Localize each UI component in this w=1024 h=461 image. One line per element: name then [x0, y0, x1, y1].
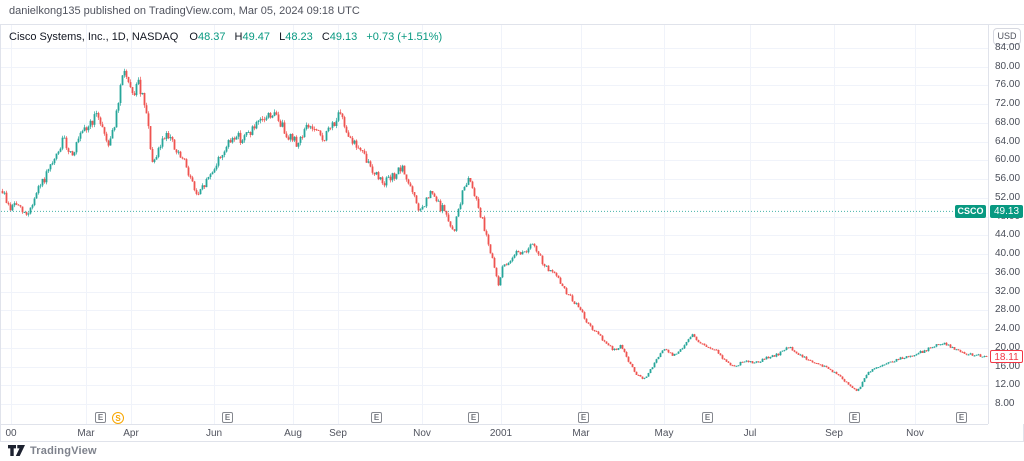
price-axis-label: 8.00: [995, 397, 1015, 409]
price-axis-label: 12.00: [995, 379, 1021, 391]
close-label: C: [321, 31, 330, 43]
price-axis-label: 76.00: [995, 79, 1021, 91]
split-badge[interactable]: S: [112, 412, 124, 424]
earnings-badge[interactable]: E: [956, 412, 967, 423]
chart-plot-area[interactable]: Cisco Systems, Inc., 1D, NASDAQ O48.37 H…: [1, 25, 988, 424]
time-axis-label: Mar: [77, 428, 95, 439]
price-axis-label: 60.00: [995, 154, 1021, 166]
earnings-badge[interactable]: E: [468, 412, 479, 423]
earnings-badge[interactable]: E: [95, 412, 106, 423]
published-price-label: 49.13: [990, 204, 1023, 218]
price-axis-label: 24.00: [995, 323, 1021, 335]
earnings-badge[interactable]: E: [371, 412, 382, 423]
high-label: H: [234, 31, 243, 43]
open-value: 48.37: [197, 31, 226, 43]
currency-button[interactable]: USD: [993, 28, 1021, 45]
price-axis-label: 72.00: [995, 98, 1021, 110]
published-header: danielkong135 published on TradingView.c…: [0, 0, 1024, 24]
price-axis-label: 68.00: [995, 116, 1021, 128]
time-axis[interactable]: 00 Mar Apr Jun Aug Sep Nov 2001 Mar May Jul Sep Nov: [1, 424, 988, 441]
price-axis-label: 84.00: [995, 42, 1021, 53]
time-axis-label: Apr: [123, 428, 139, 439]
tradingview-logo-icon: [8, 445, 25, 456]
price-axis-label: 16.00: [995, 360, 1021, 372]
price-axis-label: 36.00: [995, 266, 1021, 278]
time-axis-label: Nov: [413, 428, 431, 439]
symbol-legend: Cisco Systems, Inc., 1D, NASDAQ O48.37 H…: [9, 31, 442, 43]
earnings-badge[interactable]: E: [849, 412, 860, 423]
time-axis-label: Jun: [205, 428, 223, 439]
earnings-badge[interactable]: E: [578, 412, 589, 423]
time-axis-label: Jul: [743, 428, 757, 439]
price-axis-label: 44.00: [995, 229, 1021, 241]
published-symbol-pill: CSCO: [955, 204, 986, 218]
low-label: L: [279, 31, 286, 43]
candlestick-chart[interactable]: [1, 25, 988, 424]
time-axis-label: Sep: [329, 428, 347, 439]
price-axis-label: 64.00: [995, 135, 1021, 147]
high-value: 49.47: [242, 31, 271, 43]
published-header-text: danielkong135 published on TradingView.c…: [9, 5, 360, 17]
price-axis-label: 56.00: [995, 173, 1021, 185]
time-axis-label: Sep: [825, 428, 843, 439]
change-value: +0.73 (+1.51%): [366, 31, 443, 43]
last-price-label: 18.11: [990, 349, 1023, 363]
tradingview-attribution[interactable]: TradingView: [8, 444, 97, 458]
price-axis-label: 52.00: [995, 191, 1021, 203]
price-axis-label: 40.00: [995, 248, 1021, 260]
price-axis-label: 32.00: [995, 285, 1021, 297]
symbol-title: Cisco Systems, Inc., 1D, NASDAQ: [9, 31, 179, 43]
time-axis-label: May: [654, 428, 674, 439]
time-axis-label: Mar: [572, 428, 590, 439]
earnings-badge[interactable]: E: [702, 412, 713, 423]
open-label: O: [189, 31, 198, 43]
time-axis-label: 2001: [489, 428, 513, 439]
time-axis-label: 00: [5, 428, 17, 439]
price-axis-label: 80.00: [995, 60, 1021, 72]
price-axis-label: 28.00: [995, 304, 1021, 316]
time-axis-label: Nov: [906, 428, 924, 439]
close-value: 49.13: [329, 31, 358, 43]
earnings-badge[interactable]: E: [222, 412, 233, 423]
price-axis-label: 20.00: [995, 341, 1021, 353]
chart-frame: Cisco Systems, Inc., 1D, NASDAQ O48.37 H…: [0, 24, 1024, 442]
low-value: 48.23: [285, 31, 313, 43]
price-axis[interactable]: USD 84.00 80.00 76.00 72.00 68.00 64.00 60.00 5…: [988, 25, 1024, 424]
tradingview-brand-text: TradingView: [30, 445, 97, 457]
time-axis-label: Aug: [284, 428, 302, 439]
